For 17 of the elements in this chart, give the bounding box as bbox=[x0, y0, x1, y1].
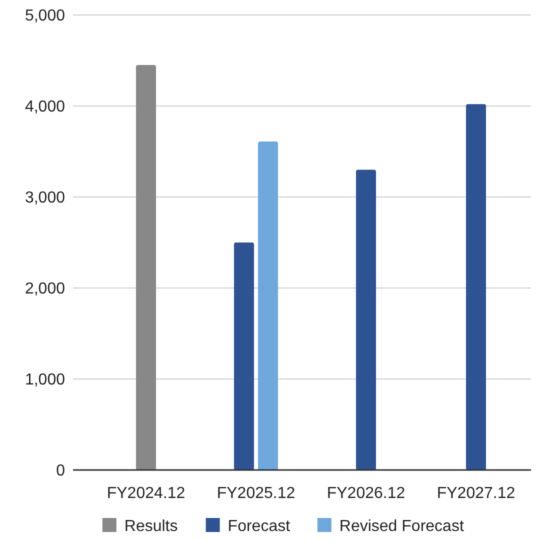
legend-label: Results bbox=[124, 518, 178, 535]
bar bbox=[234, 242, 254, 470]
bar bbox=[136, 65, 156, 470]
x-tick-label: FY2024.12 bbox=[106, 485, 186, 502]
y-tick-label: 3,000 bbox=[24, 190, 66, 207]
legend-label: Revised Forecast bbox=[339, 518, 464, 535]
y-tick-label: 2,000 bbox=[24, 280, 66, 298]
y-tick-label: 1,000 bbox=[24, 372, 66, 389]
bar bbox=[258, 141, 278, 470]
bar bbox=[466, 104, 486, 470]
y-tick-label: 4,000 bbox=[24, 98, 66, 116]
x-tick-label: FY2026.12 bbox=[326, 485, 406, 502]
y-tick-label: 0 bbox=[56, 462, 66, 480]
legend-label: Forecast bbox=[228, 518, 291, 535]
y-tick-label: 5,000 bbox=[24, 8, 66, 25]
x-tick-label: FY2025.12 bbox=[216, 485, 296, 502]
x-tick-label: FY2027.12 bbox=[436, 485, 516, 502]
